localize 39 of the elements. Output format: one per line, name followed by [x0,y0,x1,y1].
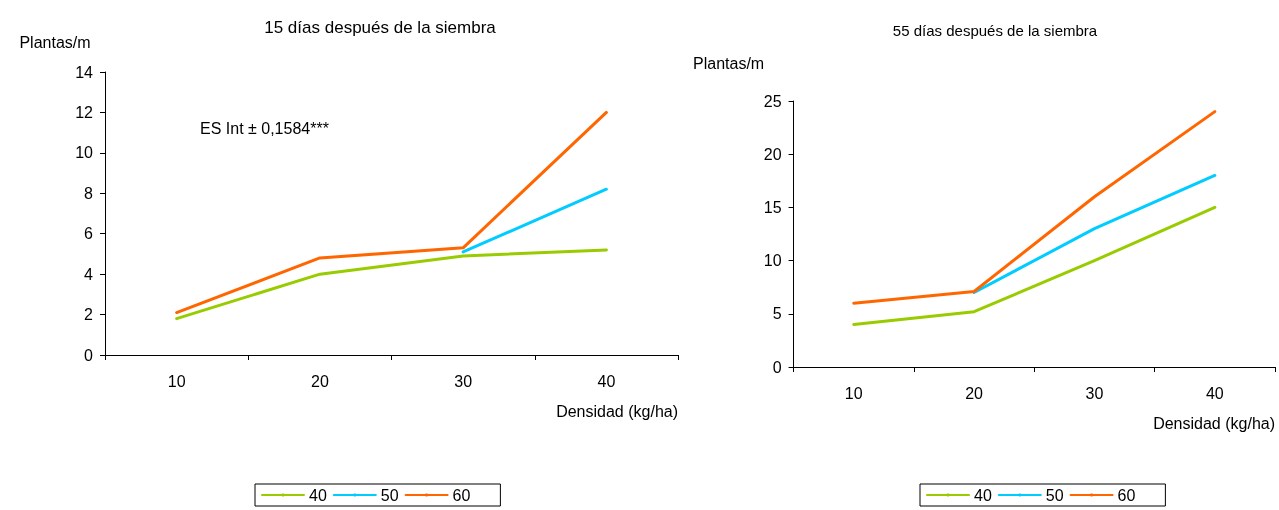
legend-label: 40 [309,486,327,504]
x-tick-label: 40 [1205,384,1224,402]
y-tick-label: 6 [84,225,94,243]
y-tick-label: 10 [75,144,94,162]
line-series [175,110,608,315]
y-tick-label: 20 [763,145,782,163]
y-tick-label: 10 [763,252,782,270]
legend-label: 60 [1117,486,1136,504]
legend-label: 50 [1045,486,1064,504]
x-tick-label: 20 [310,372,329,390]
y-tick-label: 12 [75,103,94,121]
chart-title: 55 días después de la siembra [892,22,1098,39]
x-axis-title: Densidad (kg/ha) [556,402,678,420]
legend-label: 40 [974,486,992,504]
y-tick-label: 8 [84,184,94,202]
x-tick-label: 20 [965,384,984,402]
y-tick-label: 5 [772,305,782,323]
line-series [852,205,1217,326]
x-tick-label: 30 [454,372,473,390]
x-tick-label: 10 [844,384,863,402]
x-axis-title: Densidad (kg/ha) [1153,414,1275,432]
y-tick-label: 2 [84,306,94,324]
chart-title: 15 días después de la siembra [264,18,497,37]
y-axis-title: Plantas/m [693,54,765,72]
x-tick-label: 40 [597,372,616,390]
line-series [852,110,1217,305]
legend-label: 60 [452,486,471,504]
x-tick-label: 10 [167,372,186,390]
legend-label: 50 [380,486,399,504]
y-tick-label: 4 [84,265,94,283]
x-tick-label: 30 [1085,384,1104,402]
line-series [175,248,608,321]
y-tick-label: 0 [772,358,782,376]
y-axis-title: Plantas/m [19,33,91,51]
y-tick-label: 15 [763,198,782,216]
annotation: ES Int ± 0,1584*** [200,119,329,137]
y-tick-label: 25 [763,92,782,110]
y-tick-label: 0 [84,346,94,364]
y-tick-label: 14 [75,63,94,81]
